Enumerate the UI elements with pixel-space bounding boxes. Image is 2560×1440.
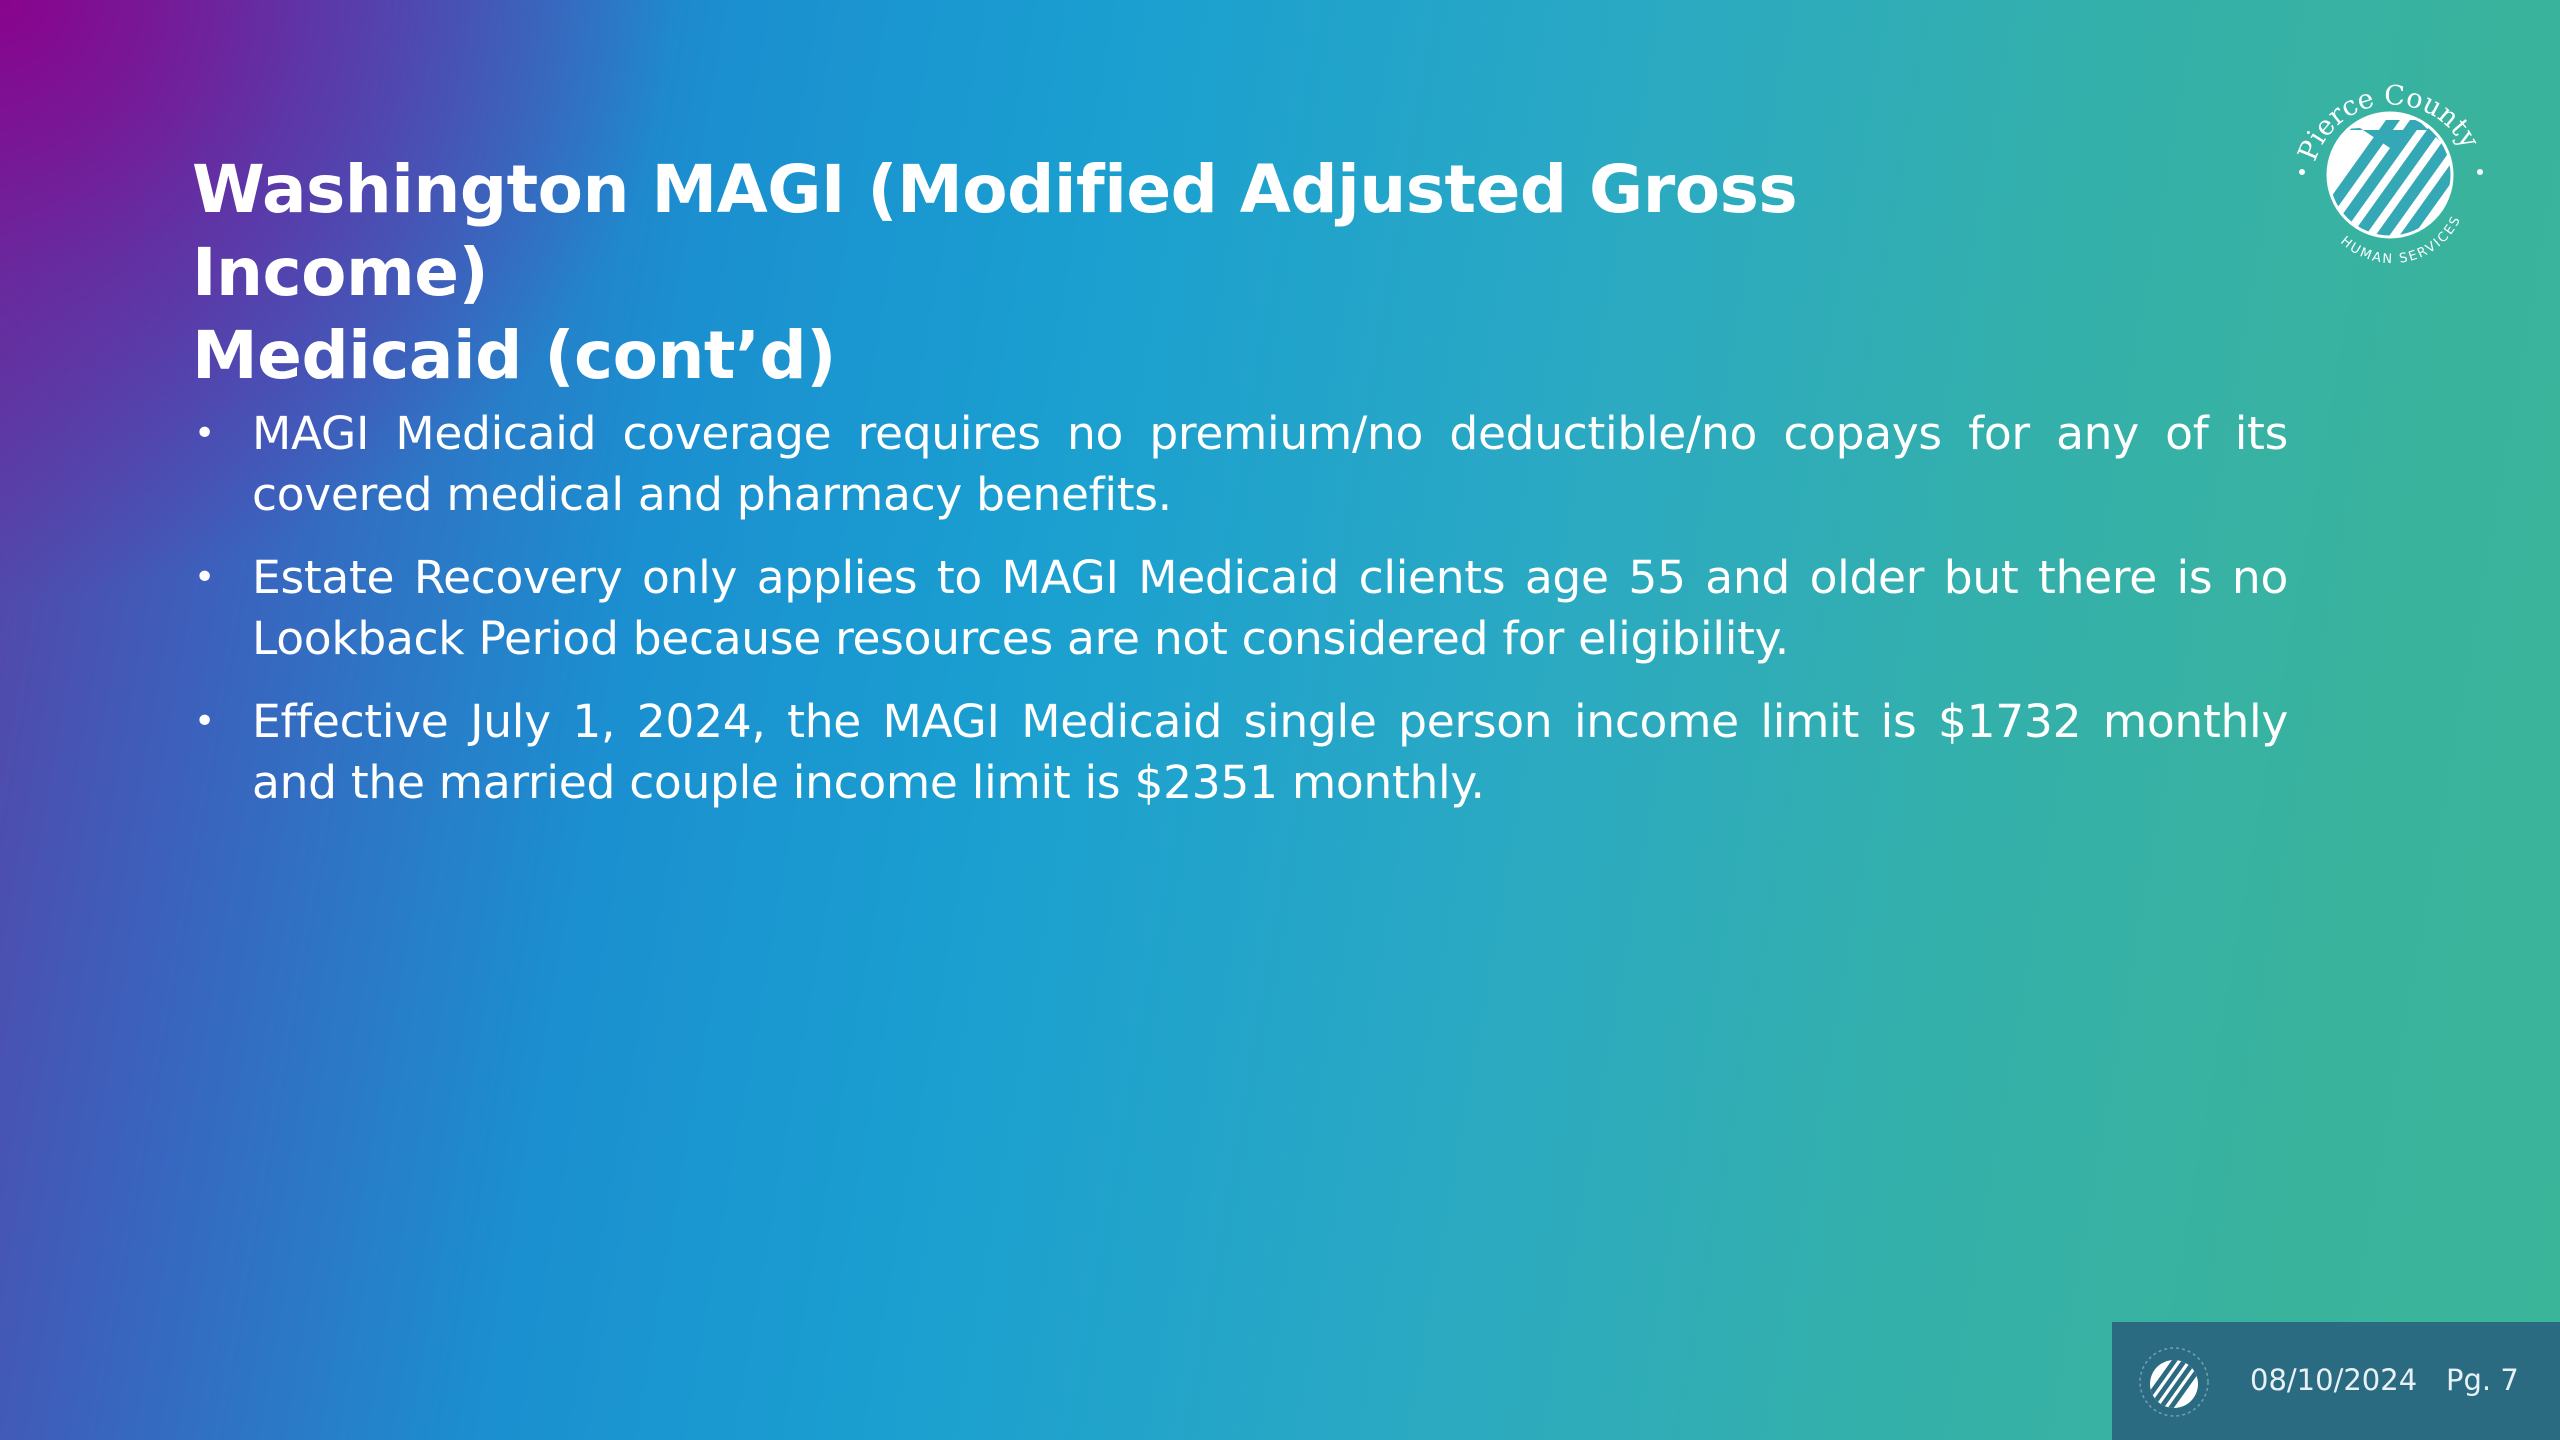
bullet-text: Estate Recovery only applies to MAGI Med… xyxy=(252,551,2288,665)
slide-title-line-2: Medicaid (cont’d) xyxy=(192,317,836,394)
bullet-icon: • xyxy=(194,413,215,454)
bullet-icon: • xyxy=(194,701,215,742)
bullet-text: MAGI Medicaid coverage requires no premi… xyxy=(252,407,2288,521)
bullet-list: • MAGI Medicaid coverage requires no pre… xyxy=(192,403,2288,835)
slide-title: Washington MAGI (Modified Adjusted Gross… xyxy=(192,148,2092,397)
bullet-item: • Effective July 1, 2024, the MAGI Medic… xyxy=(192,691,2288,813)
bullet-item: • MAGI Medicaid coverage requires no pre… xyxy=(192,403,2288,525)
slide-title-line-1: Washington MAGI (Modified Adjusted Gross… xyxy=(192,151,1798,311)
pierce-county-logo-icon: Pierce County HUMAN SERVICES xyxy=(2292,80,2485,267)
bullet-item: • Estate Recovery only applies to MAGI M… xyxy=(192,547,2288,669)
footer-page-number: Pg. 7 xyxy=(2446,1363,2519,1397)
bullet-text: Effective July 1, 2024, the MAGI Medicai… xyxy=(252,695,2288,809)
pierce-county-logo-small-icon xyxy=(2139,1347,2209,1417)
bullet-icon: • xyxy=(194,557,215,598)
footer-date: 08/10/2024 xyxy=(2250,1363,2418,1397)
